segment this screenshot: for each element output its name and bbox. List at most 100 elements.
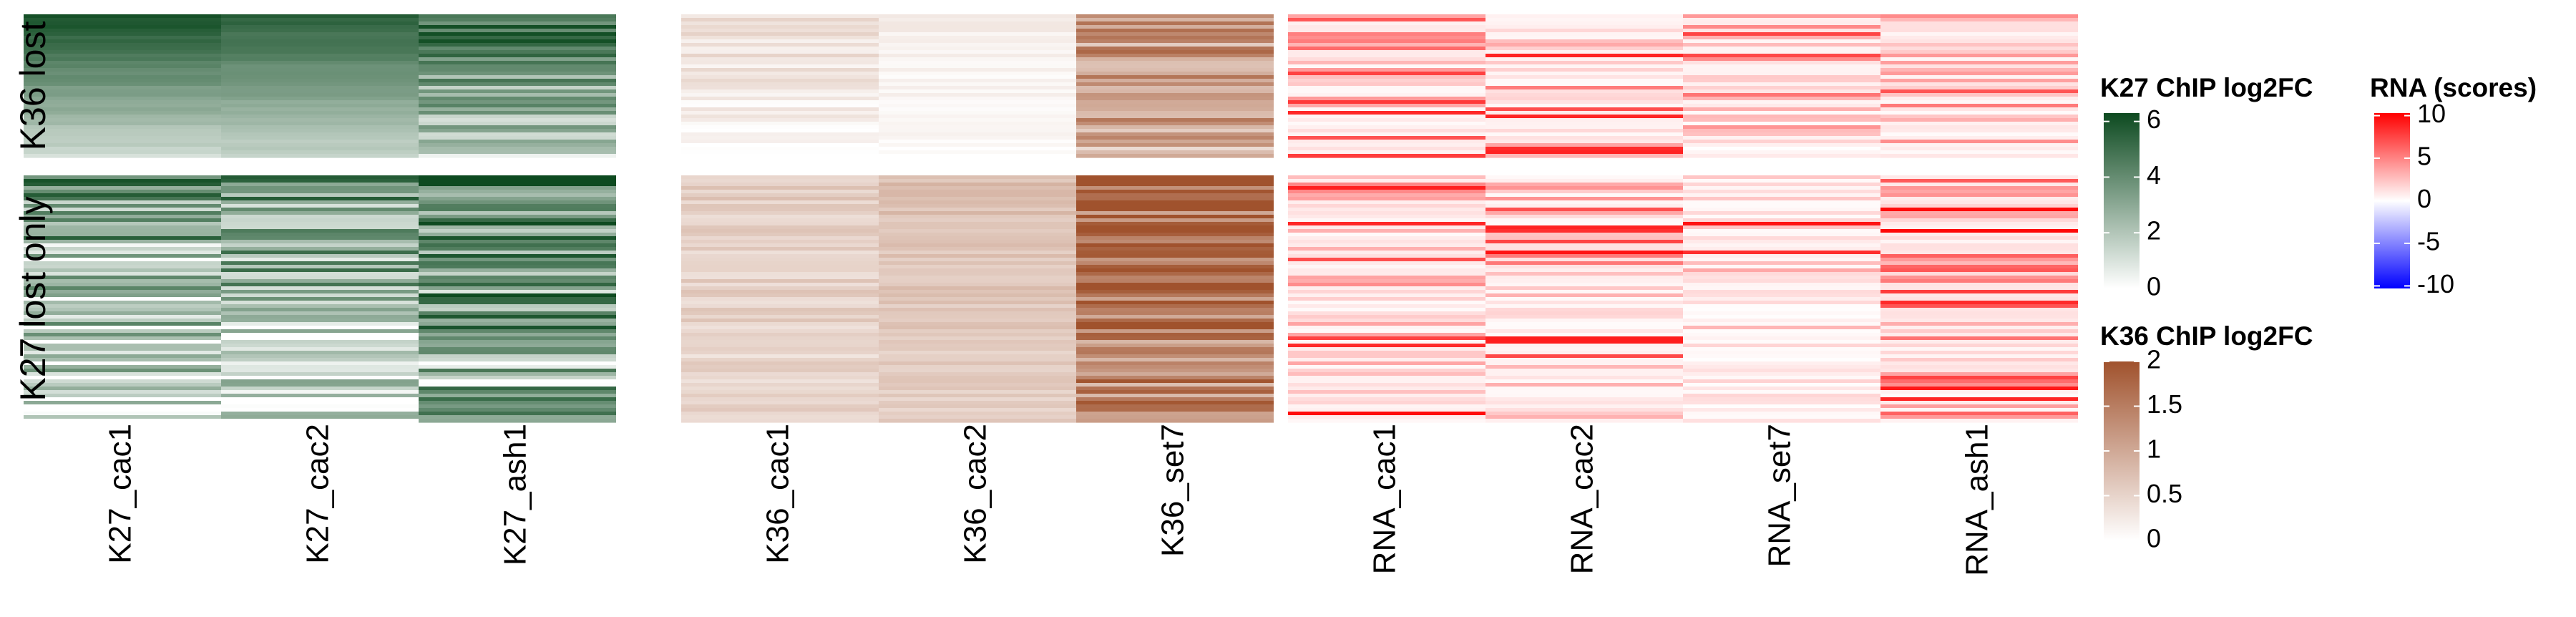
heatmap-cell <box>879 211 1076 215</box>
heatmap-cell <box>1076 50 1274 54</box>
legend-color-bar <box>2104 113 2140 288</box>
heatmap-cell <box>1683 315 1880 319</box>
heatmap-cell <box>1076 208 1274 212</box>
heatmap-cell <box>24 50 221 54</box>
heatmap-cell <box>221 147 419 151</box>
heatmap-cell <box>1683 419 1880 423</box>
heatmap-cell <box>221 179 419 183</box>
heatmap-cell <box>419 136 616 140</box>
heatmap-cell <box>1485 308 1683 312</box>
heatmap-cell <box>24 390 221 394</box>
heatmap-cell <box>681 319 879 323</box>
heatmap-cell <box>1485 365 1683 369</box>
heatmap-cell <box>1288 208 1485 212</box>
heatmap-cell <box>1880 43 2078 47</box>
heatmap-cell <box>24 21 221 26</box>
heatmap-cell <box>1683 229 1880 233</box>
heatmap-cell <box>1880 397 2078 402</box>
column-label: RNA_set7 <box>1762 424 1797 568</box>
heatmap-cell <box>24 344 221 348</box>
heatmap-cell <box>419 290 616 294</box>
heatmap-cell <box>1485 125 1683 130</box>
heatmap-cell <box>1076 75 1274 79</box>
heatmap-cell <box>879 204 1076 208</box>
heatmap-cell <box>1683 50 1880 54</box>
heatmap-cell <box>24 150 221 155</box>
heatmap-cell <box>1485 147 1683 151</box>
heatmap-cell <box>1880 150 2078 155</box>
heatmap-cell <box>1683 376 1880 380</box>
heatmap-cell <box>24 276 221 280</box>
heatmap-cell <box>24 261 221 266</box>
heatmap-cell <box>681 64 879 69</box>
heatmap-cell <box>879 21 1076 26</box>
row-group-labels: K36 lost K27 lost only <box>13 21 53 402</box>
heatmap-cell <box>24 93 221 97</box>
heatmap-cell <box>1683 147 1880 151</box>
heatmap-cell <box>221 18 419 22</box>
heatmap-cell <box>1076 247 1274 251</box>
heatmap-cell <box>221 383 419 387</box>
heatmap-cell <box>879 304 1076 308</box>
heatmap-cell <box>1880 412 2078 416</box>
heatmap-cell <box>24 376 221 380</box>
heatmap-cell <box>1288 21 1485 26</box>
heatmap-cell <box>1076 122 1274 126</box>
heatmap-cell <box>419 387 616 391</box>
heatmap-cell <box>1076 369 1274 373</box>
heatmap-cell <box>681 218 879 223</box>
heatmap-cell <box>1485 72 1683 76</box>
heatmap-cell <box>681 394 879 398</box>
heatmap-cell <box>419 304 616 308</box>
heatmap-cell <box>1683 326 1880 330</box>
heatmap-cell <box>1880 204 2078 208</box>
heatmap-cell <box>879 340 1076 344</box>
heatmap-cell <box>221 408 419 412</box>
heatmap-cell <box>1288 308 1485 312</box>
heatmap-cell <box>1880 279 2078 283</box>
heatmap-cell <box>1880 251 2078 255</box>
heatmap-cell <box>419 86 616 90</box>
heatmap-cell <box>24 394 221 398</box>
legend-tick-label: -10 <box>2417 269 2454 298</box>
heatmap-cell <box>1288 394 1485 398</box>
heatmap-cell <box>221 233 419 237</box>
heatmap-cell <box>221 68 419 72</box>
heatmap-cell <box>1485 140 1683 144</box>
heatmap-cell <box>1288 79 1485 83</box>
heatmap-cell <box>1485 293 1683 298</box>
heatmap-cell <box>1288 254 1485 258</box>
heatmap-cell <box>1288 261 1485 266</box>
heatmap-cell <box>221 143 419 147</box>
heatmap-cell <box>419 394 616 398</box>
heatmap-cell <box>681 111 879 115</box>
heatmap-cell <box>419 236 616 241</box>
heatmap-cell <box>879 419 1076 423</box>
heatmap-cell <box>681 32 879 37</box>
heatmap-cell <box>681 408 879 412</box>
heatmap-cell <box>1683 25 1880 29</box>
heatmap-cell <box>879 276 1076 280</box>
heatmap-cell <box>1683 197 1880 201</box>
heatmap-cell <box>1076 251 1274 255</box>
heatmap-cell <box>879 344 1076 348</box>
heatmap-cell <box>681 276 879 280</box>
heatmap-cell <box>681 344 879 348</box>
heatmap-cell <box>1683 408 1880 412</box>
heatmap-cell <box>1076 293 1274 298</box>
legend-color-bar <box>2104 361 2140 540</box>
heatmap-cell <box>879 82 1076 87</box>
heatmap-cell <box>1076 243 1274 248</box>
heatmap-cell <box>879 322 1076 326</box>
heatmap-cell <box>1076 358 1274 362</box>
heatmap-cell <box>419 68 616 72</box>
heatmap-cell <box>1485 154 1683 158</box>
heatmap-cell <box>24 54 221 58</box>
heatmap-cell <box>1683 86 1880 90</box>
heatmap-cell <box>1076 39 1274 44</box>
heatmap-cell <box>1288 89 1485 94</box>
heatmap-cell <box>24 132 221 137</box>
heatmap-cell <box>1288 86 1485 90</box>
heatmap-cell <box>1683 301 1880 305</box>
heatmap-cell <box>1485 336 1683 341</box>
